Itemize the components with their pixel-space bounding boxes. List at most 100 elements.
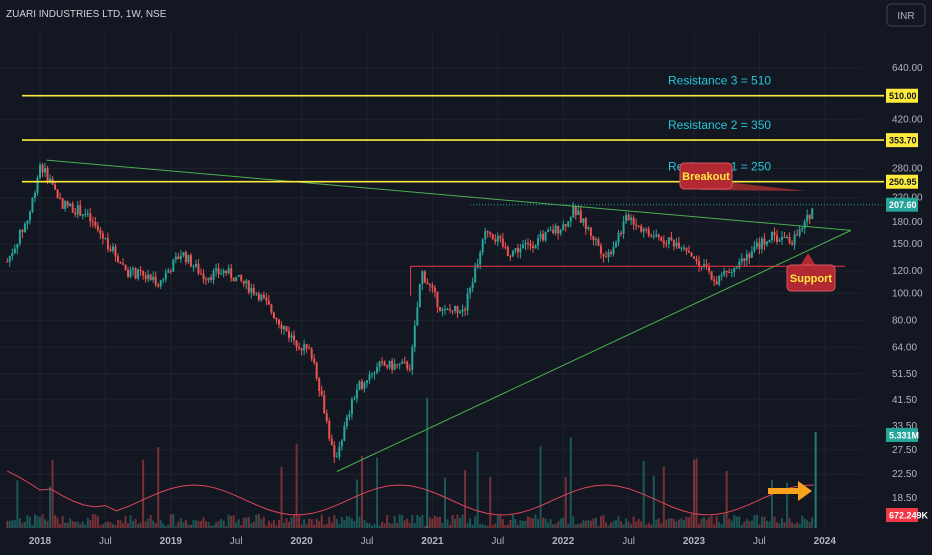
volume-bar — [384, 523, 386, 528]
candle-body — [328, 421, 330, 438]
volume-bar — [638, 519, 640, 528]
volume-bar — [507, 524, 509, 528]
volume-bar — [514, 519, 516, 528]
candle-body — [444, 309, 446, 310]
candle-body — [117, 256, 119, 262]
candle-body — [474, 268, 476, 283]
volume-bar — [678, 520, 680, 528]
volume-bar — [296, 444, 298, 528]
candle-body — [763, 239, 765, 245]
volume-bar — [127, 523, 129, 528]
candle-body — [640, 226, 642, 232]
x-tick-label: Jul — [230, 536, 243, 547]
volume-bar — [160, 520, 162, 528]
candle-body — [389, 361, 391, 368]
y-tick-label: 18.50 — [892, 493, 917, 504]
candle-body — [187, 255, 189, 262]
candle-body — [650, 235, 652, 236]
volume-bar — [741, 525, 743, 528]
volume-bar — [696, 458, 698, 528]
volume-bar — [557, 522, 559, 528]
volume-bar — [286, 518, 288, 528]
candle-body — [472, 282, 474, 288]
candle-body — [369, 375, 371, 381]
candle-body — [97, 226, 99, 230]
candle-body — [439, 307, 441, 311]
volume-bar — [381, 522, 383, 528]
volume-bar — [132, 521, 134, 528]
candle-body — [464, 309, 466, 310]
volume-bar — [796, 523, 798, 528]
volume-bar — [64, 523, 66, 528]
currency-button[interactable]: INR — [887, 4, 925, 26]
candle-body — [102, 234, 104, 239]
candle-body — [67, 201, 69, 206]
volume-bar — [492, 525, 494, 528]
volume-bar — [580, 523, 582, 528]
volume-bar — [550, 519, 552, 528]
volume-bar — [369, 523, 371, 528]
volume-bar — [9, 521, 11, 528]
volume-bar — [308, 519, 310, 528]
volume-bar — [459, 518, 461, 528]
candle-body — [758, 243, 760, 249]
candle-body — [562, 224, 564, 230]
volume-bar — [791, 522, 793, 528]
volume-bar — [31, 525, 33, 528]
candle-body — [776, 235, 778, 241]
candle-body — [218, 268, 220, 274]
candle-body — [379, 361, 381, 367]
candle-body — [288, 331, 290, 338]
volume-bar — [615, 520, 617, 528]
candle-body — [736, 268, 738, 269]
candle-body — [223, 271, 225, 274]
volume-bar — [799, 524, 801, 528]
candle-body — [522, 245, 524, 249]
volume-bar — [431, 519, 433, 528]
volume-bar — [170, 514, 172, 528]
x-tick-label: Jul — [99, 536, 112, 547]
volume-bar — [610, 523, 612, 528]
volume-bar — [255, 515, 257, 528]
volume-bar — [635, 522, 637, 528]
volume-bar — [484, 525, 486, 528]
candle-body — [185, 252, 187, 262]
y-tick-label: 120.00 — [892, 266, 923, 277]
volume-bar — [685, 517, 687, 528]
volume-bar — [693, 460, 695, 528]
candle-body — [635, 225, 637, 226]
candle-body — [39, 165, 41, 178]
volume-bar — [401, 515, 403, 528]
candle-body — [597, 239, 599, 245]
volume-bar — [298, 515, 300, 528]
volume-bar — [218, 521, 220, 528]
volume-bar — [230, 516, 232, 528]
candle-body — [746, 254, 748, 261]
volume-bar — [162, 523, 164, 528]
candle-body — [135, 268, 137, 278]
volume-bar — [336, 519, 338, 528]
volume-bar — [424, 526, 426, 528]
volume-bar — [356, 479, 358, 528]
candle-body — [670, 237, 672, 240]
volume-bar — [245, 518, 247, 528]
candle-body — [688, 251, 690, 253]
candle-body — [180, 256, 182, 259]
volume-bar — [180, 518, 182, 528]
candle-body — [519, 248, 521, 252]
volume-bar — [366, 523, 368, 528]
volume-bar — [318, 521, 320, 528]
volume-bar — [240, 525, 242, 528]
volume-bar — [743, 522, 745, 528]
volume-bar — [597, 526, 599, 528]
volume-bar — [804, 519, 806, 528]
resistance-label: Resistance 3 = 510 — [668, 74, 771, 88]
candle-body — [313, 359, 315, 363]
candle-body — [132, 268, 134, 269]
candle-body — [165, 273, 167, 279]
candle-body — [200, 274, 202, 275]
volume-bar — [326, 524, 328, 528]
volume-bar — [592, 518, 594, 528]
